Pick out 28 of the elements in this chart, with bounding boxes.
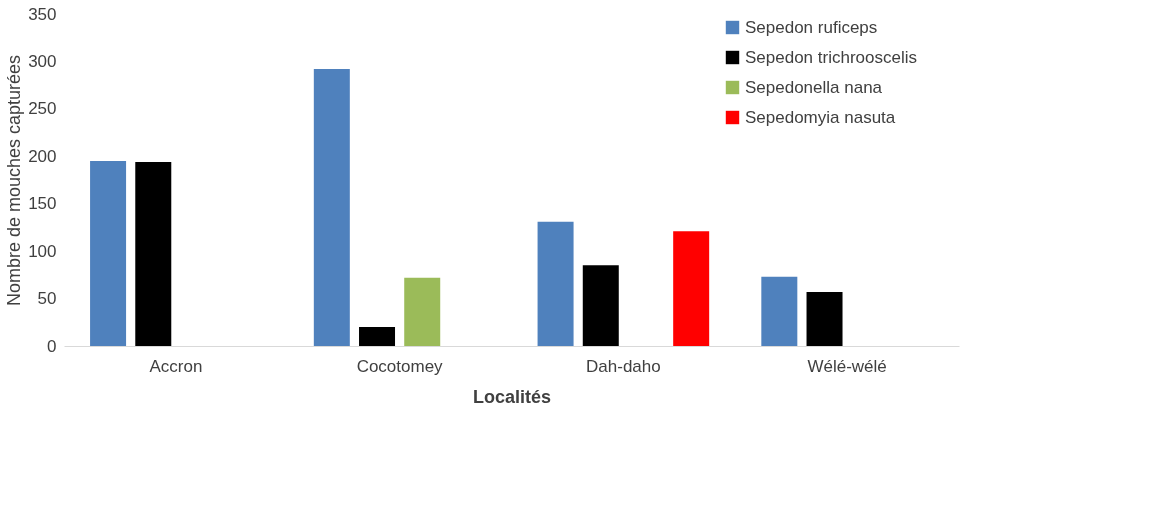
bar (313, 69, 350, 346)
x-tick-label: Cocotomey (356, 356, 444, 376)
y-tick-label: 250 (28, 99, 57, 119)
bar (359, 327, 396, 346)
legend-label: Sepedomyia nasuta (745, 107, 896, 127)
x-tick-label: Dah-daho (586, 356, 661, 376)
y-tick-label: 50 (37, 289, 57, 309)
x-tick-label: Wélé-wélé (807, 356, 887, 376)
y-tick-label: 0 (47, 336, 57, 356)
bar (135, 161, 172, 346)
y-tick-label: 300 (28, 51, 57, 71)
bar (673, 231, 710, 346)
bar (806, 291, 843, 346)
x-axis-title: Localités (472, 386, 552, 407)
bar (537, 221, 574, 346)
y-tick-label: 100 (28, 241, 57, 261)
legend-label: Sepedon ruficeps (745, 17, 878, 37)
bar (404, 277, 441, 346)
legend-label: Sepedonella nana (745, 77, 883, 97)
bar (582, 265, 619, 346)
x-tick-label: Accron (149, 356, 203, 376)
y-tick-label: 350 (28, 4, 57, 24)
y-axis-title: Nombre de mouches capturées (4, 54, 25, 307)
bar (90, 161, 127, 346)
y-tick-label: 150 (28, 194, 57, 214)
y-tick-label: 200 (28, 146, 57, 166)
bar (761, 276, 798, 346)
legend-label: Sepedon trichrooscelis (745, 47, 917, 67)
